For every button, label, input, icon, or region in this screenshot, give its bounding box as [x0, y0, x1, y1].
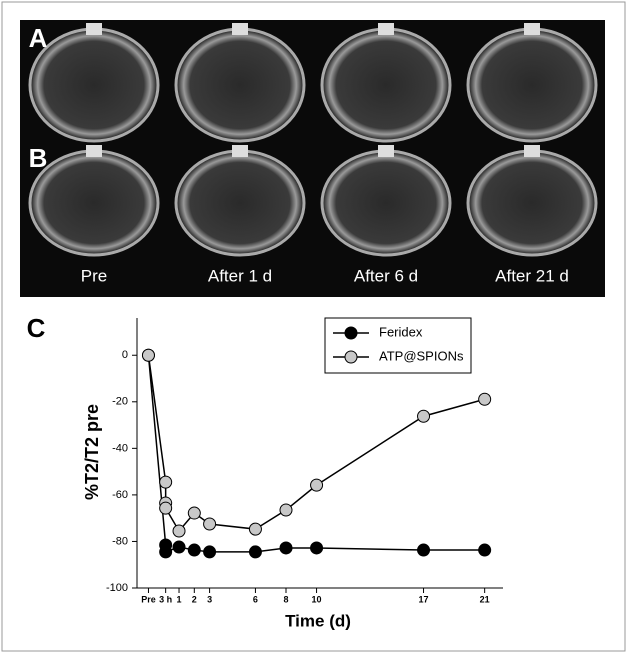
mri-slice — [320, 27, 452, 143]
y-tick-label: -80 — [112, 535, 128, 547]
x-tick-label: 2 — [192, 594, 197, 604]
data-point — [159, 545, 173, 559]
mri-marker — [232, 23, 248, 35]
mri-marker — [378, 145, 394, 157]
y-axis-label: %T2/T2 pre — [82, 404, 102, 500]
data-point — [203, 545, 217, 559]
x-tick-label: 3 h — [159, 594, 172, 604]
mri-marker — [86, 23, 102, 35]
x-tick-label: 3 — [207, 594, 212, 604]
x-tick-label: 17 — [419, 594, 429, 604]
x-tick-label: Pre — [141, 594, 156, 604]
row-label: B — [29, 143, 48, 173]
mri-marker — [232, 145, 248, 157]
data-point — [279, 503, 293, 517]
mri-marker — [524, 23, 540, 35]
mri-slice — [466, 149, 598, 257]
data-point — [310, 541, 324, 555]
mri-slice — [174, 27, 306, 143]
mri-marker — [378, 23, 394, 35]
x-tick-label: 21 — [480, 594, 490, 604]
legend-label: ATP@SPIONs — [379, 348, 464, 363]
data-point — [417, 543, 431, 557]
mri-slice — [28, 27, 160, 143]
data-point — [172, 524, 186, 538]
data-point — [187, 506, 201, 520]
column-label: After 1 d — [208, 266, 272, 285]
data-point — [478, 392, 492, 406]
y-tick-label: -60 — [112, 489, 128, 501]
data-point — [279, 541, 293, 555]
legend-marker — [344, 350, 358, 364]
legend-label: Feridex — [379, 324, 423, 339]
y-tick-label: -20 — [112, 396, 128, 408]
mri-marker — [524, 145, 540, 157]
mri-slice — [28, 149, 160, 257]
column-label: Pre — [81, 266, 107, 285]
x-tick-label: 8 — [283, 594, 288, 604]
mri-slice — [320, 149, 452, 257]
mri-slice — [466, 27, 598, 143]
data-point — [172, 540, 186, 554]
column-label: After 6 d — [354, 266, 418, 285]
y-tick-label: -100 — [106, 582, 128, 594]
panel-label: C — [27, 313, 46, 343]
x-tick-label: 10 — [312, 594, 322, 604]
data-point — [187, 543, 201, 557]
data-point — [248, 545, 262, 559]
data-point — [478, 543, 492, 557]
data-point — [417, 409, 431, 423]
data-point — [159, 501, 173, 515]
data-point — [141, 348, 155, 362]
data-point — [159, 475, 173, 489]
mri-slice — [174, 149, 306, 257]
data-point — [310, 478, 324, 492]
data-point — [203, 517, 217, 531]
data-point — [248, 522, 262, 536]
y-tick-label: 0 — [122, 349, 128, 361]
y-tick-label: -40 — [112, 442, 128, 454]
row-label: A — [29, 23, 48, 53]
x-axis-label: Time (d) — [285, 611, 351, 630]
x-tick-label: 6 — [253, 594, 258, 604]
column-label: After 21 d — [495, 266, 569, 285]
x-tick-label: 1 — [177, 594, 182, 604]
legend-marker — [344, 326, 358, 340]
mri-marker — [86, 145, 102, 157]
